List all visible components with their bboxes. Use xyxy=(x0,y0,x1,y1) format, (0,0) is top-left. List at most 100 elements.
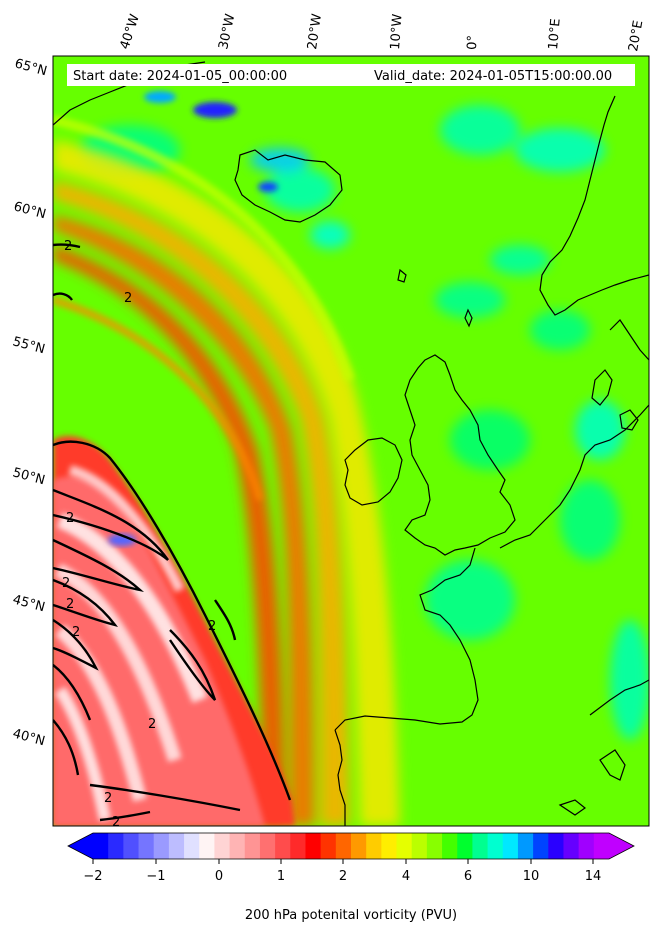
colorbar-segment xyxy=(381,833,398,859)
colorbar-segment xyxy=(153,833,170,859)
contour-label: 2 xyxy=(62,576,70,591)
trough-core xyxy=(53,476,265,826)
contour-label: 2 xyxy=(104,791,112,806)
colorbar-segment xyxy=(108,833,124,859)
longitude-labels: 40°W 30°W 20°W 10°W 0° 10°E 20°E xyxy=(118,12,647,52)
colorbar-segment xyxy=(168,833,185,859)
blue-pv-spots xyxy=(144,91,278,192)
ireland-coast xyxy=(344,437,403,506)
colorbar-segment xyxy=(320,833,337,859)
colorbar-segment xyxy=(305,833,322,859)
contour-label: 2 xyxy=(66,511,74,526)
map-panel: 2 2 2 2 2 2 2 2 2 2 Start date: 2024-01-… xyxy=(53,56,649,830)
colorbar-segment xyxy=(457,833,474,859)
map-frame xyxy=(52,55,650,827)
start-date-label: Start date: 2024-01-05_00:00:00 xyxy=(73,69,287,84)
colorbar-segment xyxy=(229,833,246,859)
colorbar-segment xyxy=(138,833,155,859)
lon-label: 10°E xyxy=(546,18,564,50)
contour-label: 2 xyxy=(64,239,72,254)
lat-label: 50°N xyxy=(11,465,47,488)
france-coast xyxy=(334,547,479,731)
colorbar-segment xyxy=(396,833,413,859)
colorbar-tick-label: 4 xyxy=(402,869,410,884)
colorbar-segment xyxy=(563,833,580,859)
colorbar-segment xyxy=(290,833,307,859)
contour-label: 2 xyxy=(66,597,74,612)
colorbar-segments xyxy=(93,833,610,859)
header-box xyxy=(67,64,635,86)
colorbar-segment xyxy=(214,833,231,859)
pv2-contours xyxy=(53,243,292,822)
contour-label: 2 xyxy=(148,717,156,732)
lat-label: 40°N xyxy=(11,726,47,749)
iberia-coast xyxy=(334,729,346,826)
colorbar-segment xyxy=(517,833,534,859)
lon-label: 20°W xyxy=(305,13,325,51)
sweden-coast xyxy=(609,319,649,361)
continent-east-coast xyxy=(499,404,649,549)
blue-spot-in-trough xyxy=(108,534,136,546)
colorbar-segment xyxy=(593,833,610,859)
contour-label: 2 xyxy=(208,619,216,634)
colorbar-title: 200 hPa potenital vorticity (PVU) xyxy=(245,908,457,923)
colorbar-segment xyxy=(123,833,140,859)
colorbar-tick-labels: −2 −1 0 1 2 4 6 10 14 xyxy=(83,869,601,884)
colorbar-tick-label: −2 xyxy=(83,869,102,884)
colorbar-segment xyxy=(259,833,276,859)
colorbar-tick-label: 6 xyxy=(464,869,472,884)
lat-label: 65°N xyxy=(13,56,49,79)
contour-label: 2 xyxy=(124,291,132,306)
latitude-labels: 65°N 60°N 55°N 50°N 45°N 40°N xyxy=(11,56,49,749)
lon-label: 40°W xyxy=(118,12,143,51)
colorbar-segment xyxy=(442,833,458,859)
iceland-coast xyxy=(234,149,343,223)
colorbar-segment xyxy=(411,833,428,859)
colorbar-segment xyxy=(335,833,352,859)
colorbar-segment xyxy=(578,833,595,859)
lon-label: 0° xyxy=(465,35,481,50)
denmark-coast xyxy=(591,369,613,406)
lat-label: 45°N xyxy=(11,592,47,615)
colorbar-segment xyxy=(366,833,382,859)
italy-alps-coast xyxy=(599,749,626,781)
colorbar-segment xyxy=(275,833,291,859)
colorbar-tick-label: 14 xyxy=(585,869,602,884)
colorbar-segment xyxy=(184,833,200,859)
lon-label: 30°W xyxy=(216,12,238,50)
norway-coast xyxy=(539,95,649,316)
lon-label: 10°W xyxy=(388,13,405,50)
scotland-coast xyxy=(404,354,516,556)
colorbar-tick-label: 2 xyxy=(339,869,347,884)
colorbar-segment xyxy=(533,833,549,859)
lon-label: 20°E xyxy=(626,19,646,52)
colorbar-segment xyxy=(93,833,109,859)
white-filaments xyxy=(54,465,208,822)
colorbar-ticks xyxy=(92,859,594,864)
colorbar-segment xyxy=(199,833,216,859)
colorbar-segment xyxy=(351,833,367,859)
colorbar-left-extension xyxy=(68,833,93,859)
valid-date-label: Valid_date: 2024-01-05T15:00:00.00 xyxy=(374,69,612,84)
colorbar-segment xyxy=(426,833,443,859)
ridge-bands xyxy=(53,140,400,826)
colorbar-tick-label: 0 xyxy=(215,869,223,884)
colorbar-segment xyxy=(244,833,261,859)
colorbar: −2 −1 0 1 2 4 6 10 14 200 hPa potenital … xyxy=(67,832,635,923)
colorbar-segment xyxy=(487,833,504,859)
contour-labels: 2 2 2 2 2 2 2 2 2 2 xyxy=(62,239,216,830)
colorbar-segment xyxy=(472,833,489,859)
colorbar-right-extension xyxy=(609,833,634,859)
colorbar-segment xyxy=(502,833,519,859)
colorbar-segment xyxy=(548,833,565,859)
contour-label: 2 xyxy=(112,815,120,830)
contour-label: 2 xyxy=(72,625,80,640)
baltic-coast xyxy=(619,409,639,431)
band-streaks xyxy=(53,115,355,502)
colorbar-tick-label: 1 xyxy=(277,869,285,884)
colorbar-tick-label: −1 xyxy=(146,869,165,884)
mediterranean-coast xyxy=(558,679,649,816)
lat-label: 60°N xyxy=(12,199,48,222)
lat-label: 55°N xyxy=(11,334,47,357)
